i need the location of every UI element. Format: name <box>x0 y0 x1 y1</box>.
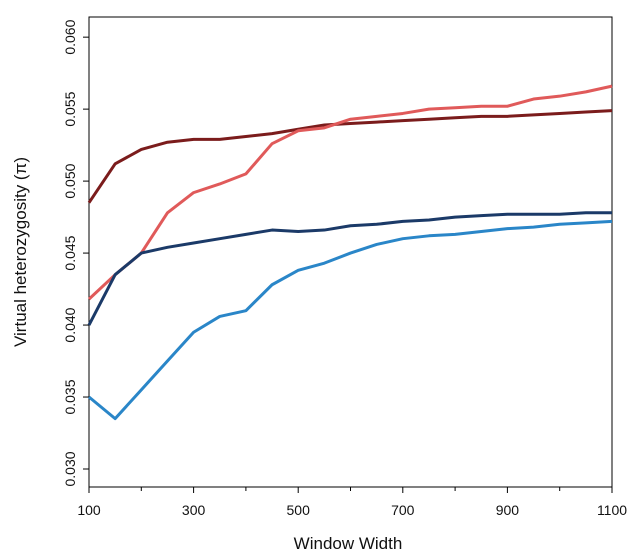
y-tick-label: 0.060 <box>62 19 78 54</box>
y-tick-label: 0.045 <box>62 235 78 270</box>
x-tick-label: 500 <box>287 502 311 518</box>
x-tick-label: 700 <box>391 502 415 518</box>
y-tick-label: 0.035 <box>62 379 78 414</box>
x-axis-label: Window Width <box>294 534 403 553</box>
x-tick-label: 1100 <box>597 502 627 518</box>
series-line <box>87 211 612 326</box>
x-tick-label: 300 <box>182 502 206 518</box>
y-tick-label: 0.040 <box>62 307 78 342</box>
series-line <box>87 84 613 301</box>
x-tick-label: 100 <box>77 502 101 518</box>
series-line <box>88 219 613 421</box>
x-tick-label: 900 <box>496 502 520 518</box>
y-tick-label: 0.055 <box>62 91 78 126</box>
y-tick-label: 0.030 <box>62 451 78 486</box>
series-line <box>87 109 613 204</box>
y-axis-label: Virtual heterozygosity (π) <box>11 157 30 347</box>
y-tick-label: 0.050 <box>62 163 78 198</box>
